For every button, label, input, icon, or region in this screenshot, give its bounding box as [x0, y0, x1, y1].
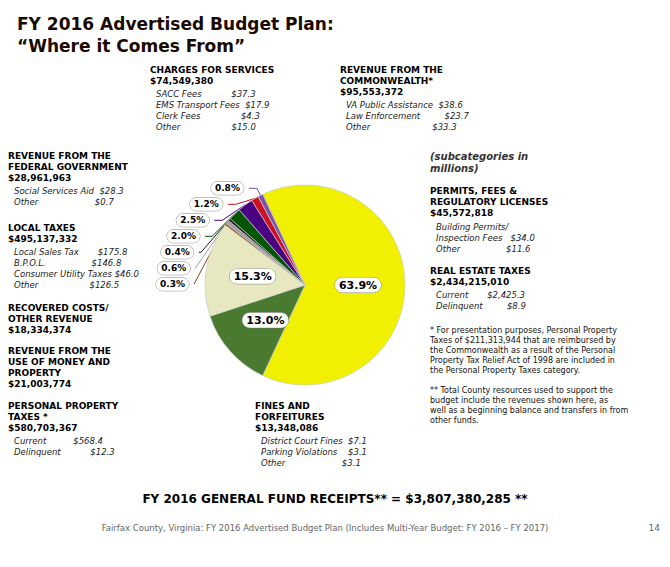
svg-text:budget include the revenues sh: budget include the revenues shown here, …	[430, 396, 608, 405]
svg-text:FORFEITURES: FORFEITURES	[255, 412, 324, 422]
svg-text:2.0%: 2.0%	[171, 231, 196, 241]
svg-text:2.5%: 2.5%	[180, 215, 205, 225]
svg-text:$13,348,086: $13,348,086	[255, 423, 318, 433]
svg-text:Fairfax County, Virginia: FY 2: Fairfax County, Virginia: FY 2016 Advert…	[102, 523, 549, 533]
svg-text:USE OF MONEY AND: USE OF MONEY AND	[8, 357, 110, 367]
svg-text:PERMITS, FEES &: PERMITS, FEES &	[430, 186, 517, 196]
svg-text:District Court Fines $7.1: District Court Fines $7.1	[261, 436, 367, 446]
svg-text:millions): millions)	[430, 163, 479, 174]
svg-text:VA Public Assistance $38.6: VA Public Assistance $38.6	[346, 100, 463, 110]
svg-text:(subcategories in: (subcategories in	[430, 151, 528, 162]
svg-text:RECOVERED COSTS/: RECOVERED COSTS/	[8, 303, 109, 313]
svg-text:0.4%: 0.4%	[165, 247, 190, 257]
svg-text:B.P.O.L. $146.: B.P.O.L. $146.8	[14, 258, 122, 268]
svg-text:Consumer Utility Taxes $46.0: Consumer Utility Taxes $46.0	[14, 269, 139, 279]
svg-text:** Total County resources used: ** Total County resources used to suppor…	[430, 386, 613, 395]
svg-text:0.3%: 0.3%	[160, 279, 185, 289]
svg-text:63.9%: 63.9%	[339, 279, 377, 292]
svg-text:SACC Fees $37.3: SACC Fees $37.3	[156, 89, 256, 99]
svg-text:REVENUE FROM THE: REVENUE FROM THE	[8, 346, 111, 356]
svg-text:the Personal Property Taxes ca: the Personal Property Taxes category.	[430, 366, 580, 375]
svg-text:LOCAL TAXES: LOCAL TAXES	[8, 223, 75, 233]
svg-text:REGULATORY LICENSES: REGULATORY LICENSES	[430, 197, 548, 207]
svg-text:$2,434,215,010: $2,434,215,010	[430, 277, 509, 287]
svg-text:13.0%: 13.0%	[246, 314, 284, 327]
svg-text:Delinquent $12.3: Delinquent $12.3	[14, 447, 115, 457]
svg-text:14: 14	[649, 523, 661, 533]
svg-text:1.2%: 1.2%	[194, 199, 219, 209]
svg-text:$18,334,374: $18,334,374	[8, 325, 71, 335]
svg-text:PROPERTY: PROPERTY	[8, 368, 62, 378]
svg-text:REVENUE FROM THE: REVENUE FROM THE	[8, 151, 111, 161]
svg-text:15.3%: 15.3%	[234, 270, 272, 283]
svg-text:$28,961,963: $28,961,963	[8, 173, 71, 183]
svg-text:Law Enforcement $23.7: Law Enforcement $23.7	[346, 111, 469, 121]
svg-text:0.6%: 0.6%	[161, 263, 186, 273]
svg-text:FY 2016 Advertised Budget Plan: FY 2016 Advertised Budget Plan:	[17, 14, 334, 34]
svg-text:Taxes of $211,313,944 that are: Taxes of $211,313,944 that are reimburse…	[429, 336, 616, 345]
svg-text:Current $2,425.3: Current $2,425.3	[436, 290, 525, 300]
svg-text:FY 2016 GENERAL FUND RECEIPTS*: FY 2016 GENERAL FUND RECEIPTS** = $3,807…	[142, 492, 528, 506]
svg-text:$74,549,380: $74,549,380	[150, 76, 213, 86]
svg-text:OTHER REVENUE: OTHER REVENUE	[8, 314, 93, 324]
svg-text:Current $568.4: Current $568.4	[14, 436, 103, 446]
svg-text:$580,703,367: $580,703,367	[8, 423, 77, 433]
svg-text:CHARGES FOR SERVICES: CHARGES FOR SERVICES	[150, 65, 274, 75]
svg-text:Other $3: Other $33.3	[346, 122, 457, 132]
svg-text:Property Tax Relief Act of 199: Property Tax Relief Act of 1998 are incl…	[430, 356, 615, 365]
svg-text:Social Services Aid $28.3: Social Services Aid $28.3	[14, 186, 124, 196]
svg-text:PERSONAL PROPERTY: PERSONAL PROPERTY	[8, 401, 119, 411]
svg-text:Clerk Fees $4.3: Clerk Fees $4.3	[156, 111, 260, 121]
svg-text:Local Sales Tax $175.8: Local Sales Tax $175.8	[14, 247, 128, 257]
svg-text:TAXES *: TAXES *	[8, 412, 48, 422]
svg-text:* For presentation purposes, P: * For presentation purposes, Personal Pr…	[430, 326, 617, 335]
svg-text:other funds.: other funds.	[430, 416, 479, 425]
svg-text:“Where it Comes From”: “Where it Comes From”	[17, 36, 245, 56]
svg-text:Other $0.7: Other $0.7	[14, 197, 114, 207]
svg-text:well as a beginning balance an: well as a beginning balance and transfer…	[430, 406, 628, 415]
svg-text:COMMONWEALTH*: COMMONWEALTH*	[340, 76, 433, 86]
svg-text:Other $15.0: Other $15.0	[156, 122, 256, 132]
svg-text:0.8%: 0.8%	[215, 183, 240, 193]
svg-text:FEDERAL GOVERNMENT: FEDERAL GOVERNMENT	[8, 162, 129, 172]
svg-text:FINES AND: FINES AND	[255, 401, 310, 411]
svg-text:$95,553,372: $95,553,372	[340, 87, 403, 97]
svg-text:the Commonwealth as a result o: the Commonwealth as a result of the Pers…	[430, 346, 615, 355]
svg-text:Inspection Fees $34.0: Inspection Fees $34.0	[436, 233, 535, 243]
svg-text:REVENUE FROM THE: REVENUE FROM THE	[340, 65, 443, 75]
svg-text:EMS Transport Fees $17.9: EMS Transport Fees $17.9	[156, 100, 270, 110]
svg-text:Building Permits/: Building Permits/	[436, 222, 509, 232]
svg-text:Other $126.5: Other $126.5	[14, 280, 119, 290]
svg-text:$21,003,774: $21,003,774	[8, 379, 71, 389]
svg-text:Other $11.6: Other $11.6	[436, 244, 531, 254]
svg-text:REAL ESTATE TAXES: REAL ESTATE TAXES	[430, 266, 531, 276]
svg-text:$495,137,332: $495,137,332	[8, 234, 77, 244]
svg-text:$45,572,818: $45,572,818	[430, 208, 493, 218]
svg-text:Other $3.1: Other $3.1	[261, 458, 361, 468]
svg-text:Parking Violations $3.1: Parking Violations $3.1	[261, 447, 367, 457]
svg-text:Delinquent $8.9: Delinquent $8.9	[436, 301, 526, 311]
